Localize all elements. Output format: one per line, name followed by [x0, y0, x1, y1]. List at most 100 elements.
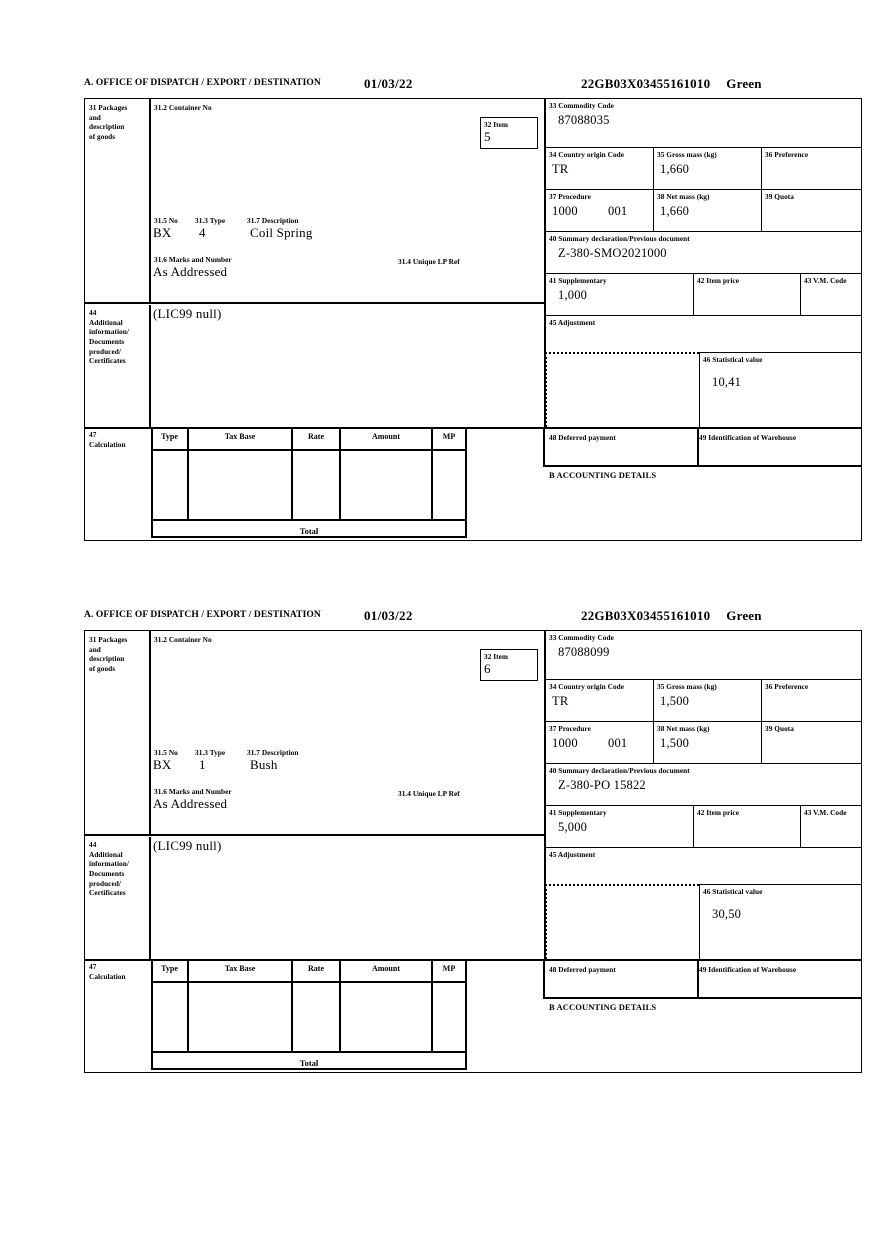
calc-col-header-mp: MP [442, 432, 456, 441]
box-38-net-mass: 38 Net mass (kg) 1,500 [653, 721, 761, 763]
box-33-value: 87088035 [558, 113, 610, 127]
box-31-5-no-value: BX [153, 757, 172, 772]
box-32-value: 5 [484, 129, 491, 144]
box-31-2-container-no-label: 31.2 Container No [154, 635, 212, 644]
calc-col-header-type: Type [161, 964, 178, 973]
box-37-procedure: 37 Procedure 1000 001 [545, 721, 653, 763]
box-46-statistical-value: 46 Statistical value 10,41 [699, 352, 861, 427]
calc-col-header-amount: Amount [371, 432, 400, 441]
declaration-reference: 22GB03X03455161010 Green [581, 608, 762, 624]
box-41-label: 41 Supplementary [549, 276, 607, 285]
box-45-adjustment: 45 Adjustment [545, 847, 861, 884]
calculation-grid: Type Tax Base Rate Amount MP Total [151, 961, 467, 1072]
box-35-label: 35 Gross mass (kg) [657, 150, 717, 159]
calc-col-rule-1 [187, 429, 189, 519]
office-of-dispatch-title: A. OFFICE OF DISPATCH / EXPORT / DESTINA… [84, 78, 321, 88]
box-34-country-origin-code: 34 Country origin Code TR [545, 679, 653, 721]
calc-border-bottom [151, 536, 467, 538]
box-38-label: 38 Net mass (kg) [657, 724, 710, 733]
calc-border-left [151, 429, 153, 536]
box-31-stub-label: 31 Packages and description of goods [89, 103, 128, 141]
box-31-2-container-no-label: 31.2 Container No [154, 103, 212, 112]
divider-goods-bottom [85, 302, 545, 304]
box-39-label: 39 Quota [765, 192, 794, 201]
box-36-label: 36 Preference [765, 150, 809, 159]
box-32-label: 32 Item [484, 652, 509, 661]
divider-48-left [543, 429, 545, 465]
box-37-label: 37 Procedure [549, 724, 591, 733]
box-47-calculation-table: Type Tax Base Rate Amount MP Total [151, 961, 539, 1072]
divider-accounting-top [543, 997, 861, 999]
divider-right-column [544, 99, 546, 428]
box-45-label: 45 Adjustment [549, 318, 596, 327]
box-31-5-no-label: 31.5 No [154, 216, 178, 225]
box-31-3-type-label: 31.3 Type [195, 216, 226, 225]
box-45-label: 45 Adjustment [549, 850, 596, 859]
box-32-item: 32 Item 5 [480, 117, 538, 149]
box-37-value-2: 001 [608, 204, 628, 218]
box-46-statistical-value: 46 Statistical value 30,50 [699, 884, 861, 959]
box-49-warehouse-label: 49 Identification of Warehouse [699, 965, 797, 974]
declaration-form-item-6: A. OFFICE OF DISPATCH / EXPORT / DESTINA… [84, 608, 862, 1073]
box-39-label: 39 Quota [765, 724, 794, 733]
box-35-gross-mass: 35 Gross mass (kg) 1,660 [653, 147, 761, 189]
calc-col-header-rate: Rate [308, 432, 324, 441]
box-31-7-description-value: Bush [250, 757, 278, 772]
calc-border-bottom [151, 1068, 467, 1070]
box-31-6-marks-value: As Addressed [153, 264, 228, 279]
calc-col-rule-1 [187, 961, 189, 1051]
box-40-summary-declaration: 40 Summary declaration/Previous document… [545, 231, 861, 273]
divider-stub-lower [149, 837, 151, 960]
form-header: A. OFFICE OF DISPATCH / EXPORT / DESTINA… [84, 608, 862, 630]
box-40-summary-declaration: 40 Summary declaration/Previous document… [545, 763, 861, 805]
calc-header-rule [151, 981, 467, 983]
box-43-label: 43 V.M. Code [804, 808, 847, 817]
box-37-label: 37 Procedure [549, 192, 591, 201]
declaration-date: 01/03/22 [364, 608, 413, 623]
calc-col-rule-3 [339, 429, 341, 519]
calc-col-header-tax-base: Tax Base [224, 432, 256, 441]
box-44-value: (LIC99 null) [153, 838, 222, 853]
calc-col-rule-4 [431, 961, 433, 1051]
box-32-value: 6 [484, 661, 491, 676]
box-39-quota: 39 Quota [761, 721, 861, 763]
box-34-value: TR [552, 162, 569, 176]
divider-goods-bottom [85, 834, 545, 836]
calc-col-header-tax-base: Tax Base [224, 964, 256, 973]
form-header: A. OFFICE OF DISPATCH / EXPORT / DESTINA… [84, 76, 862, 98]
box-32-item: 32 Item 6 [480, 649, 538, 681]
box-31-6-marks-label: 31.6 Marks and Number [154, 787, 232, 796]
box-31-3-type-value: 4 [199, 225, 206, 240]
box-38-net-mass: 38 Net mass (kg) 1,660 [653, 189, 761, 231]
box-40-value: Z-380-SMO2021000 [558, 246, 667, 260]
box-39-quota: 39 Quota [761, 189, 861, 231]
box-44-value: (LIC99 null) [153, 306, 222, 321]
box-42-item-price: 42 Item price [693, 273, 800, 315]
divider-accounting-top [543, 465, 861, 467]
reference-number: 22GB03X03455161010 [581, 608, 711, 623]
box-31-5-no-label: 31.5 No [154, 748, 178, 757]
divider-stub-upper [149, 631, 151, 836]
box-41-supplementary: 41 Supplementary 1,000 [545, 273, 693, 315]
box-49-warehouse-label: 49 Identification of Warehouse [699, 433, 797, 442]
box-45-adjustment: 45 Adjustment [545, 315, 861, 352]
box-31-7-description-label: 31.7 Description [247, 216, 299, 225]
box-38-label: 38 Net mass (kg) [657, 192, 710, 201]
box-35-gross-mass: 35 Gross mass (kg) 1,500 [653, 679, 761, 721]
box-48-deferred-payment-label: 48 Deferred payment [549, 965, 616, 974]
box-b-accounting-details-label: B ACCOUNTING DETAILS [549, 470, 657, 480]
box-47-stub-label: 47 Calculation [89, 430, 126, 449]
box-43-label: 43 V.M. Code [804, 276, 847, 285]
box-37-procedure: 37 Procedure 1000 001 [545, 189, 653, 231]
box-34-label: 34 Country origin Code [549, 150, 625, 159]
calc-col-rule-2 [291, 961, 293, 1051]
box-44-stub-label: 44 Additional information/ Documents pro… [89, 308, 129, 366]
divider-stub-upper [149, 99, 151, 304]
declaration-form-item-5: A. OFFICE OF DISPATCH / EXPORT / DESTINA… [84, 76, 862, 541]
box-38-value: 1,660 [660, 204, 690, 218]
box-33-commodity-code: 33 Commodity Code 87088035 [545, 99, 861, 147]
box-36-preference: 36 Preference [761, 679, 861, 721]
box-35-value: 1,660 [660, 162, 690, 176]
declaration-reference: 22GB03X03455161010 Green [581, 76, 762, 92]
form-body: 31 Packages and description of goods 44 … [84, 98, 862, 541]
